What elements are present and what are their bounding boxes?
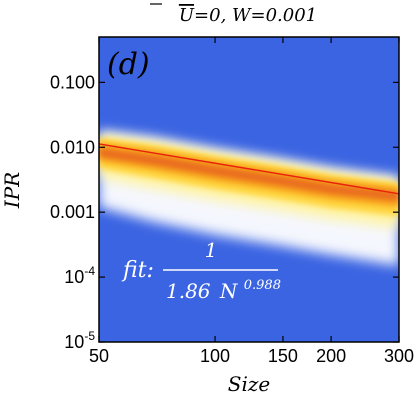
y-axis-label: IPR [0,172,24,209]
panel-label: (d) [107,47,150,82]
x-tick-label: 100 [200,346,230,366]
chart-title: U=0, W=0.001 [179,5,317,26]
fit-exponent: 0.988 [244,278,281,293]
fit-numerator: 1 [205,238,218,262]
y-tick-label: 10-5 [64,329,95,352]
band-layer-deeporange [99,147,399,202]
fit-annotation: fit: 1 1.86 N 0.988 [121,238,281,303]
x-axis-label: Size [228,372,270,396]
x-tick-label: 200 [316,346,346,366]
x-tick-label: 50 [89,346,109,366]
axis-ticks: 50 100 150 200 300 10-5 10-4 0.001 0.010 0.100 [50,37,414,366]
plot-frame [98,36,400,343]
fit-line [99,143,399,195]
y-tick-label: 0.100 [50,72,95,92]
title-symbol: U [179,5,195,26]
density-band [99,130,399,266]
fit-variable: N [219,279,239,303]
x-tick-label: 300 [384,346,414,366]
x-tick-label: 150 [268,346,298,366]
fit-prefix: fit: [121,258,154,283]
y-tick-label: 10-4 [64,264,95,287]
y-tick-label: 0.001 [50,202,95,222]
fit-denominator: 1.86 N 0.988 [166,278,281,303]
fit-coefficient: 1.86 [166,279,211,303]
y-tick-label: 0.010 [50,137,95,157]
title-rest: =0, W=0.001 [194,5,317,26]
